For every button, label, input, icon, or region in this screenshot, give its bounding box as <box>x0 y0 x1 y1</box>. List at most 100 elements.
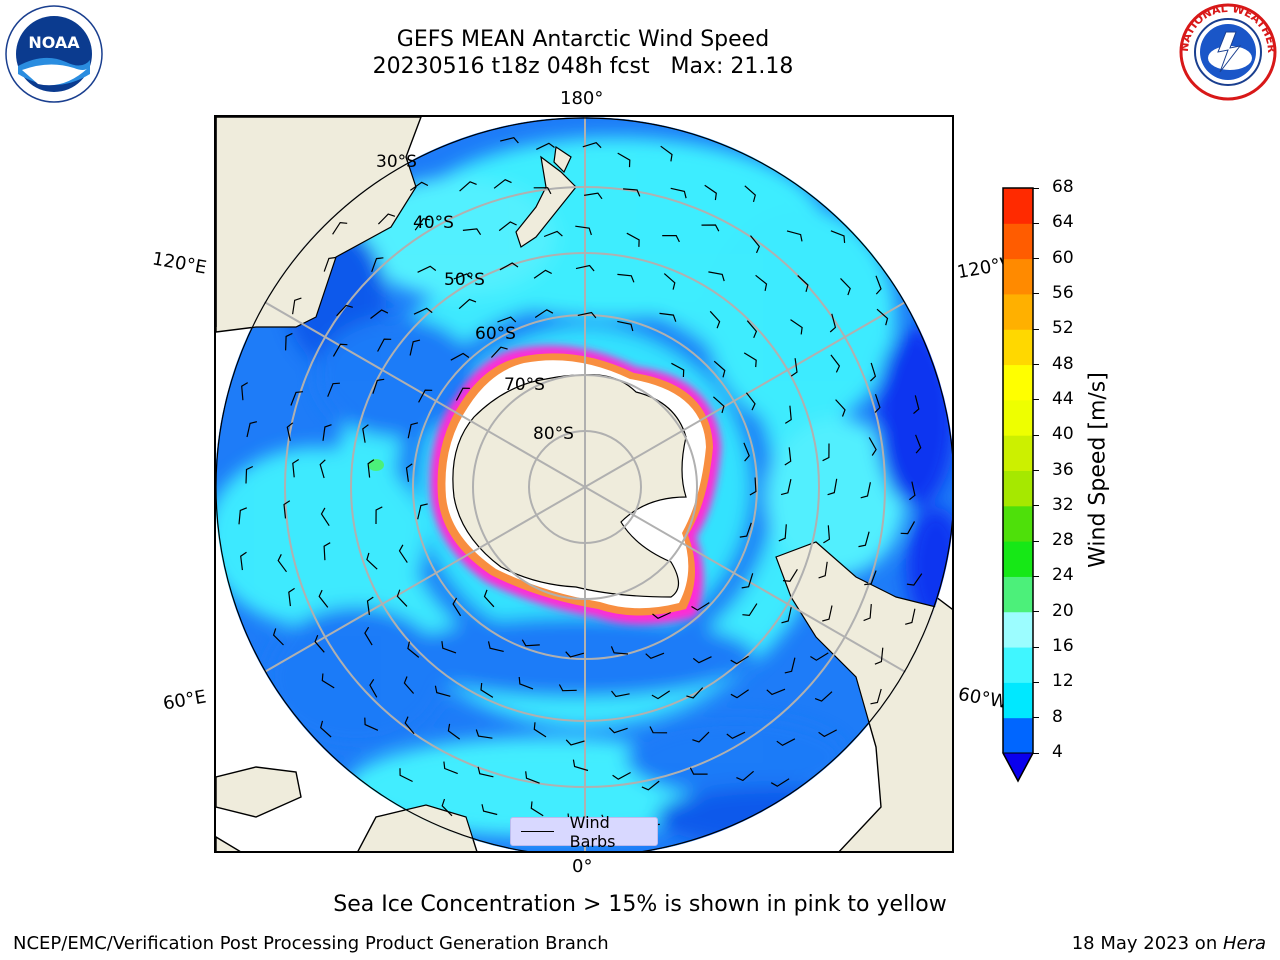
wind-barb <box>651 690 671 700</box>
colorbar-tick-mark <box>1033 681 1039 683</box>
wind-barb <box>692 731 710 743</box>
wind-barb <box>659 312 677 322</box>
wind-barb <box>399 768 413 783</box>
wind-speed-field <box>216 117 952 851</box>
colorbar-tick-mark <box>1033 646 1039 648</box>
colorbar-tick-label: 20 <box>1052 600 1074 621</box>
wind-barb <box>367 459 375 478</box>
wind-barb <box>366 596 374 615</box>
footer-date: 18 May 2023 on Hera <box>1072 933 1266 954</box>
colorbar-tick-label: 48 <box>1052 353 1074 374</box>
colorbar-tick-mark <box>1033 258 1039 260</box>
wind-barb <box>414 218 431 231</box>
wind-barb <box>730 655 749 665</box>
wind-barb <box>322 424 332 441</box>
wind-barb <box>377 213 396 225</box>
wind-barb <box>776 738 796 747</box>
lat-label-40s: 40°S <box>413 213 454 233</box>
wind-barb <box>238 507 248 525</box>
wind-barb <box>645 652 665 659</box>
wind-barb <box>784 447 792 466</box>
colorbar-segment <box>1003 647 1033 683</box>
colorbar-tick-label: 8 <box>1052 706 1063 727</box>
colorbar-tick-label: 56 <box>1052 282 1074 303</box>
wind-barb <box>823 525 831 544</box>
wind-barb <box>874 394 881 413</box>
wind-barb <box>875 275 882 295</box>
wind-barb <box>246 421 258 438</box>
wind-barb <box>286 422 294 442</box>
wind-barb <box>396 589 408 607</box>
wind-barb <box>371 257 384 273</box>
wind-barb <box>870 688 882 705</box>
colorbar-segment <box>1003 364 1033 401</box>
colorbar-segment <box>1003 293 1033 330</box>
wind-barb <box>913 395 920 415</box>
wind-barb <box>409 339 421 356</box>
wind-barb <box>483 589 495 608</box>
wind-barb <box>443 761 458 775</box>
wind-barb <box>332 221 348 235</box>
wind-barb <box>780 478 792 496</box>
wind-barb <box>499 262 519 271</box>
wind-barb <box>814 691 833 702</box>
colorbar-segment <box>1003 541 1033 577</box>
wind-barb <box>475 729 493 739</box>
wind-barb <box>481 804 498 816</box>
colorbar-tick-label: 28 <box>1052 530 1074 551</box>
colorbar-segment <box>1003 399 1033 436</box>
wind-barb <box>533 269 552 279</box>
wind-barb <box>818 561 828 579</box>
wind-barb <box>575 264 595 272</box>
wind-barb <box>864 570 877 586</box>
wind-barb <box>736 770 754 782</box>
colorbar-segment <box>1003 435 1033 471</box>
wind-barb <box>534 309 554 318</box>
colorbar-tick-label: 36 <box>1052 459 1074 480</box>
wind-barb <box>543 230 563 238</box>
wind-barb <box>835 399 846 417</box>
wind-barb <box>565 651 585 658</box>
wind-barb <box>292 458 300 478</box>
wind-barb <box>490 346 508 358</box>
wind-barb <box>874 647 884 665</box>
graticule <box>216 117 952 851</box>
chart-title: GEFS MEAN Antarctic Wind Speed <box>396 27 770 52</box>
wind-barb <box>323 542 331 561</box>
lat-label-60s: 60°S <box>475 324 516 344</box>
wind-barb <box>417 503 428 520</box>
wind-barb <box>860 482 871 499</box>
wind-barb <box>525 771 540 784</box>
wind-barb <box>766 688 786 696</box>
colorbar-tick-label: 16 <box>1052 636 1074 657</box>
noaa-logo: NOAA <box>4 4 104 104</box>
wind-barb <box>869 362 877 382</box>
wind-barb <box>314 634 325 653</box>
wind-barb <box>372 378 385 394</box>
wind-barb <box>797 275 809 292</box>
wind-barb <box>321 673 335 689</box>
wind-barb <box>283 500 291 519</box>
wind-barb <box>493 179 512 189</box>
wind-barb <box>652 611 671 619</box>
wind-barb <box>876 308 889 326</box>
wind-barb <box>906 573 923 586</box>
wind-barb <box>649 726 668 734</box>
wind-barb <box>810 652 829 661</box>
colorbar-tick-label: 12 <box>1052 671 1074 692</box>
wind-barb <box>558 684 577 692</box>
wind-barb <box>858 531 870 548</box>
wind-barb <box>318 589 329 608</box>
wind-barb <box>818 729 837 738</box>
wind-barb <box>840 277 851 296</box>
wind-barb <box>366 552 378 570</box>
lon-label-180: 180° <box>560 88 604 109</box>
colorbar-segment <box>1003 611 1033 648</box>
wind-barb <box>292 297 302 315</box>
wind-barb <box>692 656 712 664</box>
wind-barb <box>742 603 758 617</box>
colorbar-tick-mark <box>1033 187 1039 189</box>
wind-barb <box>320 720 332 738</box>
wind-barb <box>477 766 494 778</box>
wind-barb <box>500 137 519 144</box>
